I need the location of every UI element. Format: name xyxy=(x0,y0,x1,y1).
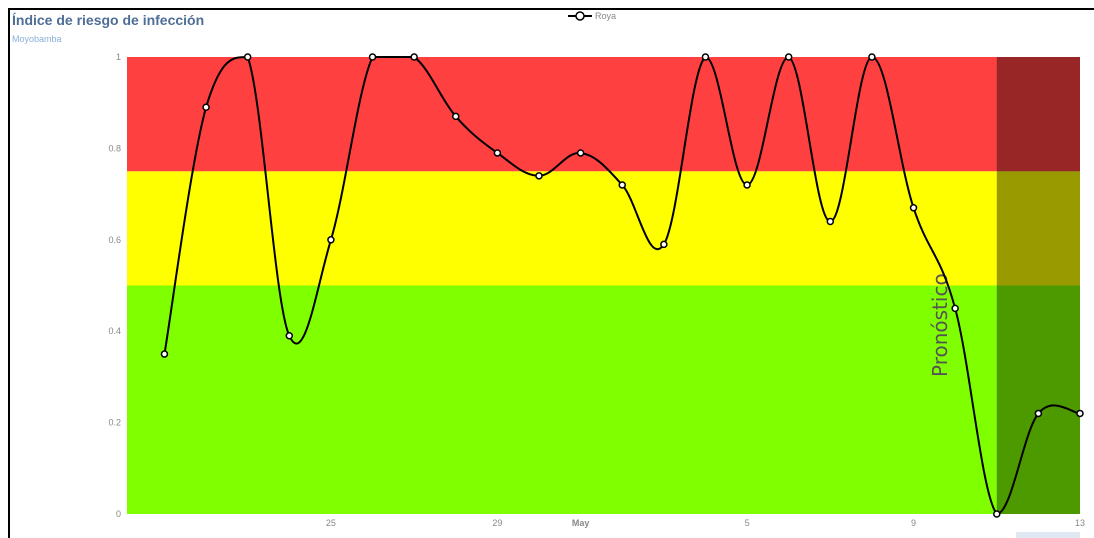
forecast-label: Pronóstico xyxy=(928,273,952,377)
y-tick-label: 1 xyxy=(116,52,121,62)
y-tick-label: 0 xyxy=(116,509,121,519)
risk-band-1 xyxy=(127,171,1080,286)
data-point xyxy=(243,53,252,61)
y-tick-label: 0.8 xyxy=(108,143,121,153)
data-point xyxy=(327,236,335,244)
data-point xyxy=(701,53,710,61)
chart-subtitle: Moyobamba xyxy=(12,34,62,44)
x-tick-label: 25 xyxy=(326,518,336,528)
legend[interactable]: Roya xyxy=(568,10,616,22)
y-tick-label: 0.2 xyxy=(108,418,121,428)
data-point xyxy=(452,112,460,121)
data-point xyxy=(743,181,751,189)
data-point xyxy=(202,103,210,112)
data-point xyxy=(535,172,543,180)
series-line-roya xyxy=(163,55,1081,516)
x-tick-label: 13 xyxy=(1075,518,1085,528)
y-tick-label: 0.6 xyxy=(108,235,121,245)
data-point xyxy=(784,53,793,61)
data-point xyxy=(909,204,918,212)
chart-frame xyxy=(8,8,1094,538)
data-point xyxy=(618,181,626,189)
x-tick-label: 29 xyxy=(492,518,502,528)
data-point xyxy=(826,217,835,226)
x-tick-label: 9 xyxy=(911,518,916,528)
data-point xyxy=(368,53,377,61)
data-point xyxy=(660,240,668,249)
data-point xyxy=(1076,409,1084,418)
data-point xyxy=(951,304,959,313)
x-tick-label: 5 xyxy=(745,518,750,528)
data-point xyxy=(868,53,876,61)
chart-title: Índice de riesgo de infección xyxy=(12,12,205,28)
forecast-region xyxy=(996,57,1080,514)
legend-roya-marker-icon xyxy=(568,11,592,21)
legend-roya-label: Roya xyxy=(595,11,617,21)
data-point xyxy=(576,149,585,157)
data-point xyxy=(160,350,169,358)
data-point xyxy=(410,53,418,61)
data-point xyxy=(993,510,1001,518)
y-tick-label: 0.4 xyxy=(108,326,121,336)
range-selector-button[interactable] xyxy=(1016,532,1080,538)
data-point xyxy=(493,149,502,157)
risk-band-2 xyxy=(127,57,1080,172)
x-tick-label: May xyxy=(572,518,590,528)
data-point xyxy=(1034,409,1043,418)
data-point xyxy=(285,332,294,340)
